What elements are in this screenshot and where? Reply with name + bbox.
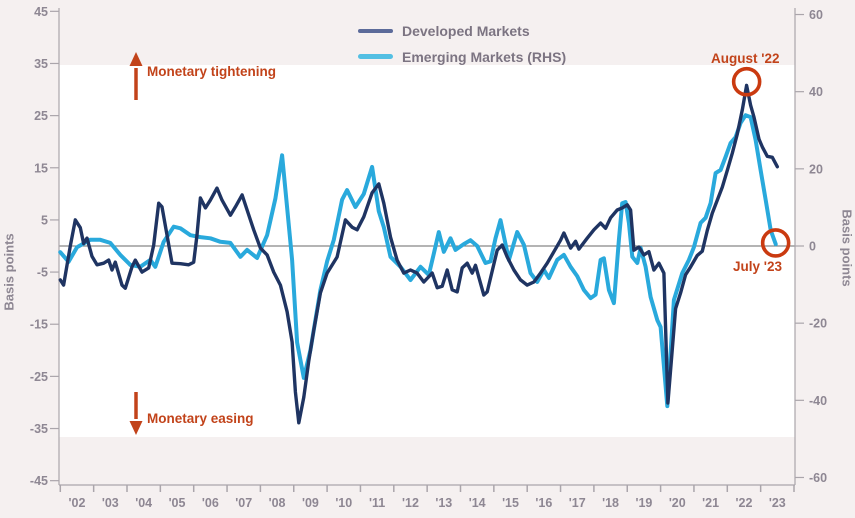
x-axis-year-label: '10	[335, 496, 352, 510]
x-axis-year-label: '04	[135, 496, 152, 510]
left-axis-tick-label: 35	[34, 57, 48, 71]
legend: Developed Markets Emerging Markets (RHS)	[358, 22, 566, 65]
left-axis-tick-label: 45	[34, 5, 48, 19]
legend-label-developed-markets: Developed Markets	[402, 22, 530, 39]
right-axis-tick-label: -40	[809, 394, 827, 408]
x-axis-year-label: '17	[569, 496, 586, 510]
x-axis-year-label: '18	[602, 496, 619, 510]
x-axis-year-label: '02	[69, 496, 86, 510]
annotation-july-23: July '23	[733, 259, 782, 274]
x-axis-year-label: '23	[769, 496, 786, 510]
x-axis-year-label: '16	[535, 496, 552, 510]
left-axis-tick-label: -5	[37, 266, 48, 280]
right-axis-tick-label: -60	[809, 471, 827, 485]
x-axis-year-label: '12	[402, 496, 419, 510]
right-axis-tick-label: 60	[809, 8, 823, 22]
emerging-markets-line-swatch	[358, 54, 393, 59]
x-axis-year-label: '11	[369, 496, 385, 510]
annotation-august-22: August '22	[711, 51, 780, 66]
left-axis-tick-label: -25	[30, 370, 48, 384]
july-23-circle	[760, 228, 791, 258]
x-axis-year-label: '09	[302, 496, 319, 510]
x-axis-year-label: '06	[202, 496, 219, 510]
right-axis-tick-label: 0	[809, 240, 816, 254]
left-axis-tick-label: 25	[34, 109, 48, 123]
legend-item-developed-markets: Developed Markets	[358, 22, 566, 39]
plot-area	[59, 65, 795, 437]
monetary-easing-arrow-head	[129, 421, 143, 435]
annotation-monetary-tightening: Monetary tightening	[147, 64, 276, 79]
x-axis-year-label: '14	[469, 496, 486, 510]
left-axis-title: Basis points	[1, 233, 17, 311]
right-axis-tick-label: -20	[809, 317, 827, 331]
legend-item-emerging-markets: Emerging Markets (RHS)	[358, 48, 566, 65]
x-axis-year-label: '05	[169, 496, 186, 510]
x-axis-year-label: '21	[702, 496, 719, 510]
monetary-tightening-arrow-head	[129, 52, 143, 66]
developed-markets-line-swatch	[358, 28, 393, 33]
left-axis-tick-label: -15	[30, 318, 48, 332]
right-axis-title: Basis points	[839, 209, 855, 287]
august-22-circle	[731, 66, 762, 97]
left-axis-tick-label: -45	[30, 474, 48, 488]
series-line-emerging-markets-rhs	[58, 113, 778, 409]
annotation-monetary-easing: Monetary easing	[147, 411, 254, 426]
x-axis-year-label: '13	[435, 496, 452, 510]
x-axis-year-label: '22	[736, 496, 753, 510]
right-axis-tick-label: 40	[809, 85, 823, 99]
x-axis-year-label: '03	[102, 496, 119, 510]
x-axis-year-label: '08	[269, 496, 286, 510]
x-axis-year-label: '19	[635, 496, 652, 510]
right-axis-tick-label: 20	[809, 162, 823, 176]
left-axis-tick-label: 15	[34, 161, 48, 175]
x-axis-year-label: '20	[669, 496, 686, 510]
x-axis-year-label: '15	[502, 496, 519, 510]
x-axis-year-label: '07	[235, 496, 252, 510]
series-line-developed-markets	[58, 83, 779, 425]
left-axis-tick-label: -35	[30, 422, 48, 436]
legend-label-emerging-markets: Emerging Markets (RHS)	[402, 48, 567, 65]
left-axis-tick-label: 5	[41, 213, 48, 227]
